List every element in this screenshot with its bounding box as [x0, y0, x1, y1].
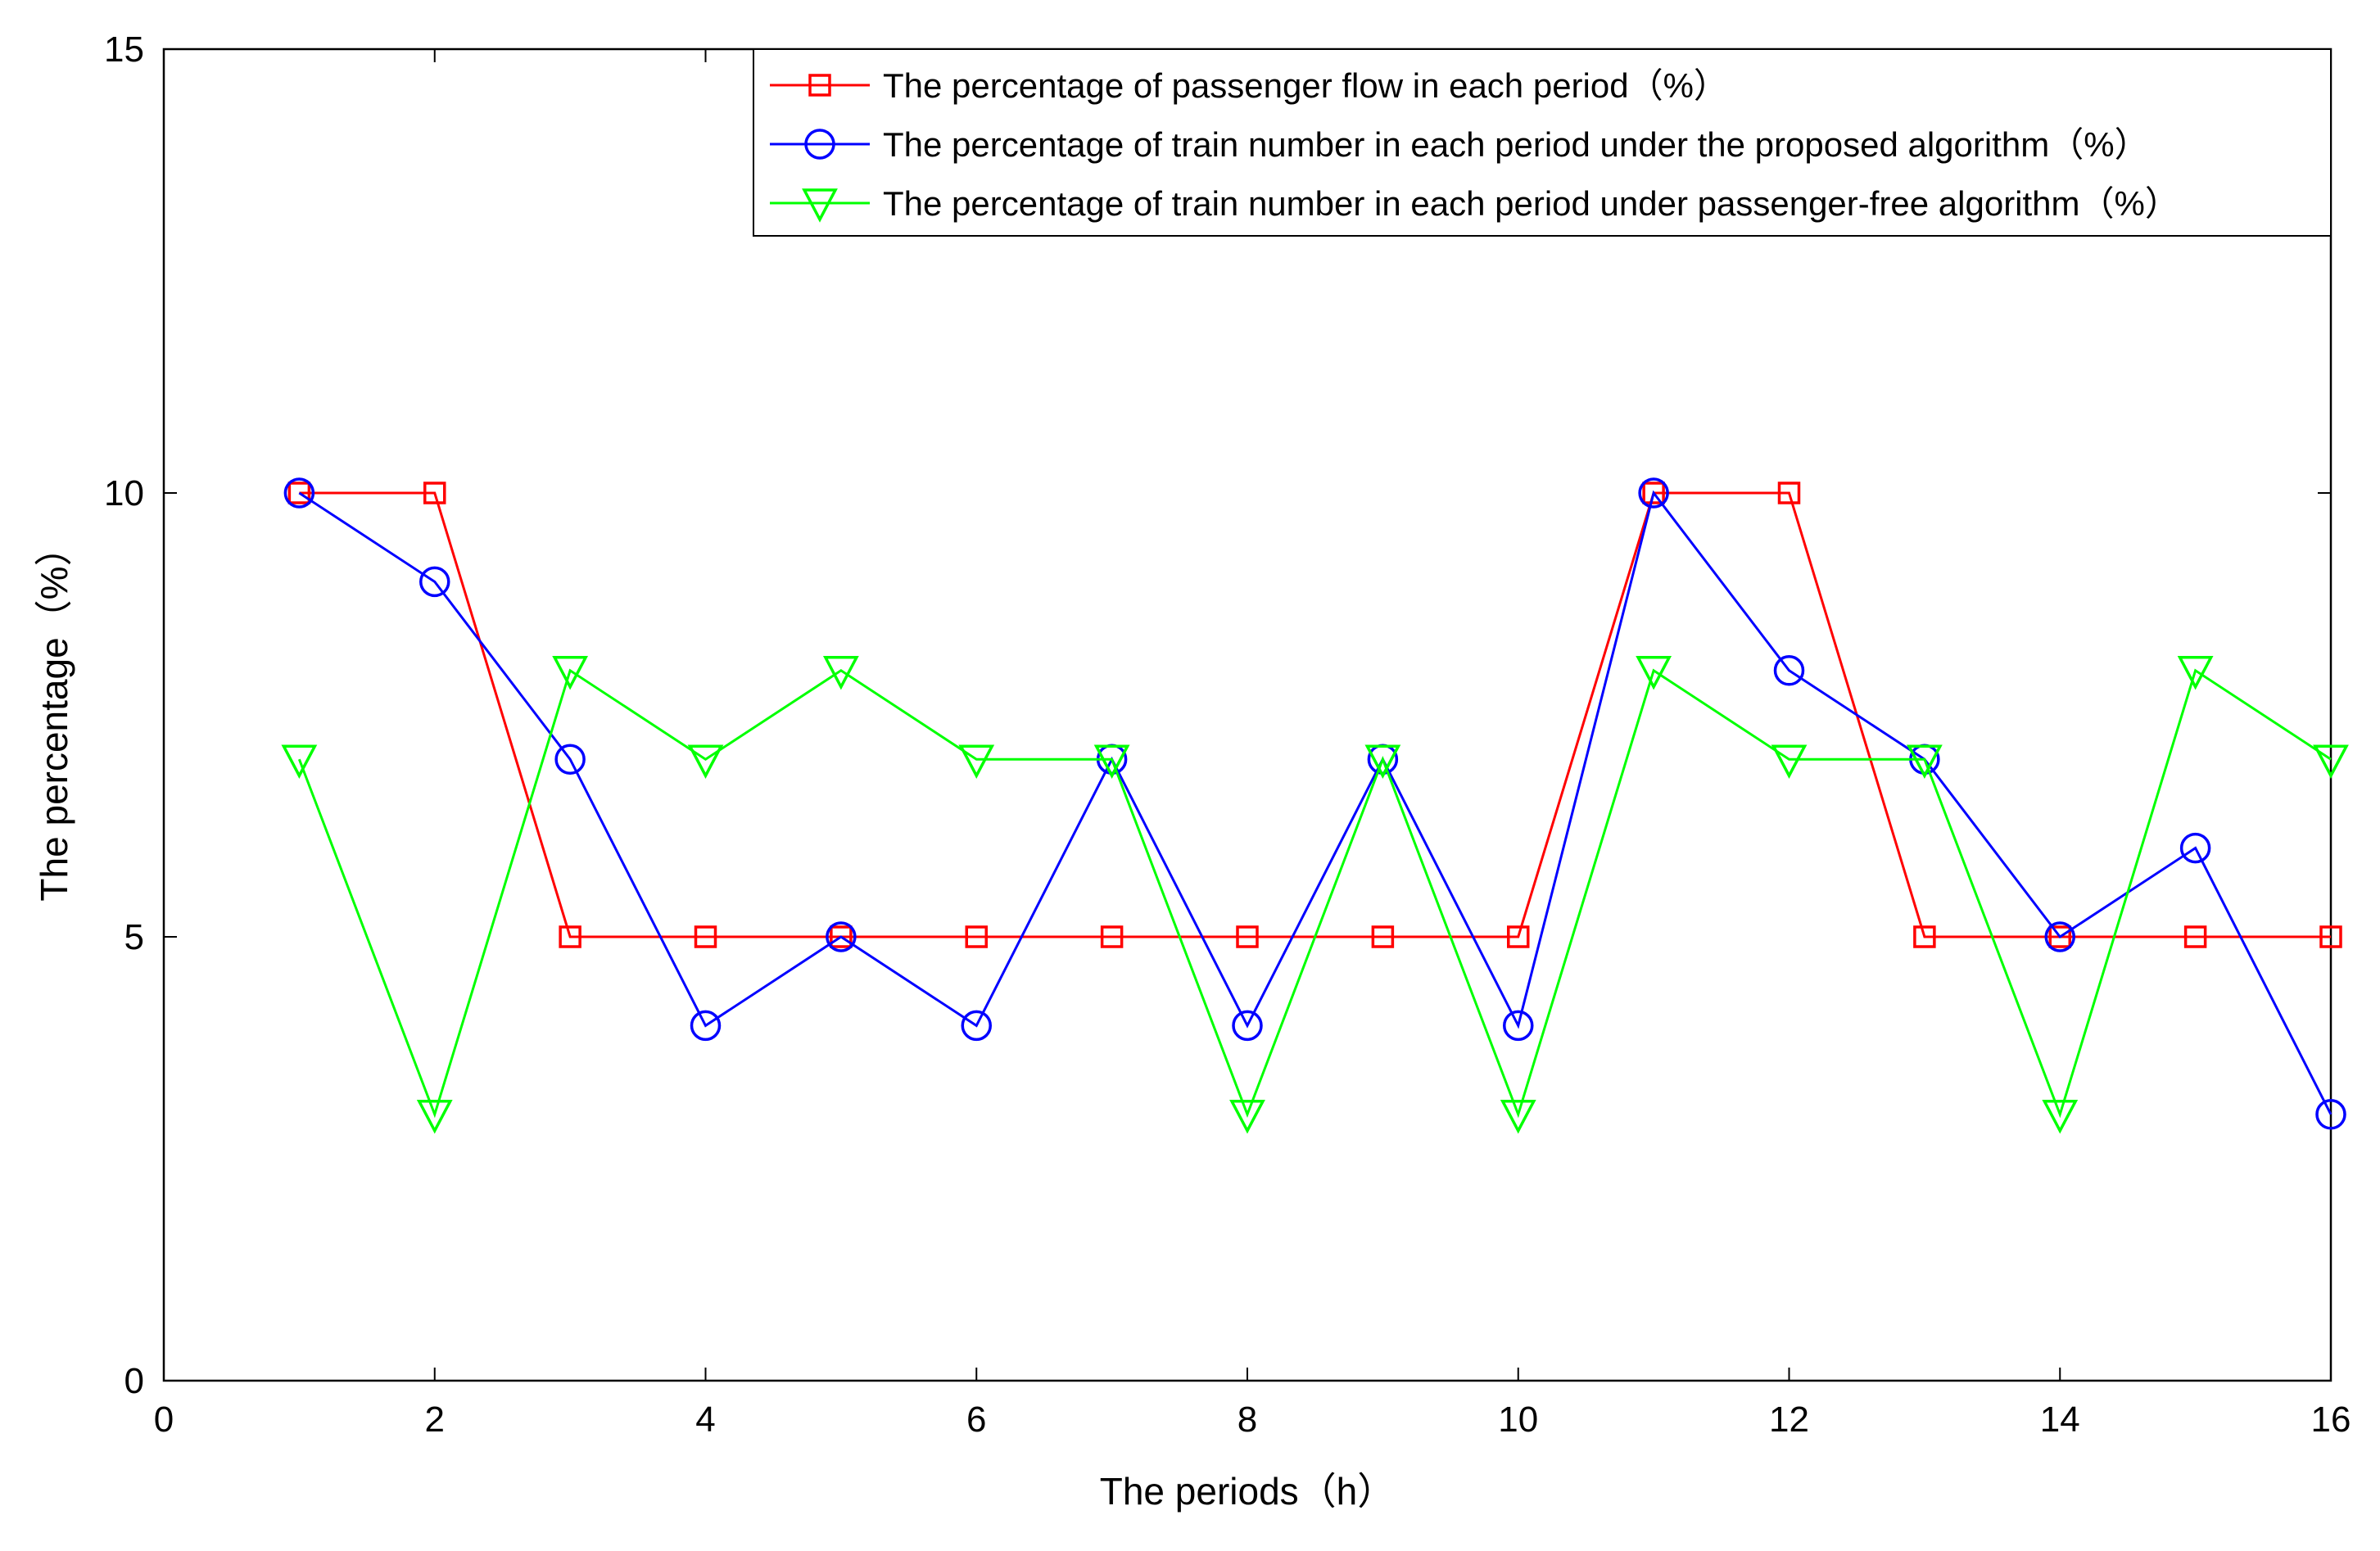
series-line: [298, 490, 2332, 1115]
data-point: [287, 482, 311, 504]
legend-label: The percentage of train number in each p…: [883, 184, 2179, 223]
series-circle: [283, 477, 2346, 1130]
data-point: [1906, 744, 1943, 779]
x-tick-label: 14: [2040, 1400, 2080, 1440]
legend-item: The percentage of train number in each p…: [770, 184, 2179, 223]
data-point: [1773, 655, 1805, 686]
data-point: [1364, 744, 1401, 779]
legend-item: The percentage of passenger flow in each…: [770, 66, 1728, 105]
data-point: [281, 744, 318, 779]
data-point: [559, 925, 581, 948]
data-point: [694, 925, 717, 948]
data-point: [1093, 744, 1130, 779]
y-tick-label: 5: [124, 917, 144, 957]
legend-label: The percentage of passenger flow in each…: [883, 66, 1728, 105]
data-point: [2183, 925, 2207, 948]
legend-box: [753, 48, 2332, 237]
x-tick-label: 16: [2311, 1400, 2351, 1440]
data-point: [1636, 656, 1672, 690]
y-tick-label: 0: [124, 1361, 144, 1401]
series-line: [299, 491, 2331, 938]
data-point: [2319, 925, 2342, 948]
data-point: [1777, 482, 1801, 504]
x-tick-label: 6: [966, 1400, 986, 1440]
x-tick-label: 10: [1498, 1400, 1538, 1440]
data-point: [687, 744, 724, 779]
x-tick-label: 0: [154, 1400, 174, 1440]
y-tick-label: 10: [104, 473, 144, 513]
legend-marker: [804, 129, 835, 160]
data-point: [830, 925, 853, 948]
series-layer: [281, 477, 2349, 1134]
y-tick-label: 15: [104, 29, 144, 70]
data-point: [2042, 1100, 2079, 1134]
series-triangle-down: [281, 656, 2349, 1134]
data-point: [1229, 1100, 1265, 1134]
data-point: [552, 656, 589, 690]
data-point: [2048, 925, 2071, 948]
x-tick-label: 8: [1238, 1400, 1257, 1440]
legend-label: The percentage of train number in each p…: [883, 125, 2149, 164]
data-point: [958, 744, 995, 779]
axis-ticks: 0 2 4 6 8 10 12 14 16 0 5 10 15: [104, 29, 2351, 1440]
series-square: [287, 482, 2342, 948]
data-point: [419, 566, 450, 598]
legend-marker: [808, 74, 831, 97]
data-point: [416, 1100, 453, 1134]
legend-item: The percentage of train number in each p…: [770, 125, 2149, 164]
data-point: [1500, 1100, 1536, 1134]
data-point: [1236, 925, 1259, 948]
series-line: [297, 668, 2332, 1119]
data-point: [1371, 925, 1395, 948]
data-point: [2044, 921, 2075, 952]
legend: The percentage of passenger flow in each…: [753, 48, 2332, 237]
data-point: [1503, 1010, 1534, 1042]
plot-frame: [162, 47, 2332, 1382]
data-point: [690, 1010, 722, 1042]
data-point: [423, 482, 446, 504]
data-point: [554, 744, 586, 775]
data-point: [1638, 477, 1669, 509]
data-point: [822, 656, 859, 690]
data-point: [965, 925, 988, 948]
data-point: [1100, 925, 1124, 948]
x-axis-label: The periods（h）: [1100, 1470, 1396, 1513]
data-point: [2315, 1099, 2346, 1130]
data-point: [2177, 656, 2214, 690]
legend-marker: [802, 188, 838, 223]
y-axis-label: The percentage（%）: [33, 528, 75, 901]
x-tick-label: 4: [695, 1400, 715, 1440]
data-point: [283, 477, 315, 509]
data-point: [1771, 744, 1808, 779]
data-point: [1507, 925, 1530, 948]
data-point: [1913, 925, 1936, 948]
data-point: [2313, 744, 2349, 779]
data-point: [1232, 1010, 1263, 1042]
data-point: [826, 921, 857, 952]
data-point: [1642, 482, 1665, 504]
x-tick-label: 12: [1769, 1400, 1809, 1440]
x-tick-label: 2: [425, 1400, 445, 1440]
data-point: [961, 1010, 992, 1042]
data-point: [2179, 832, 2211, 864]
